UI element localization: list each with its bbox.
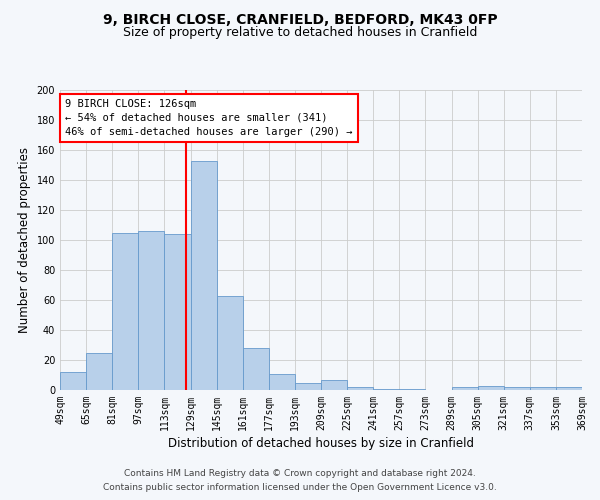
Bar [217, 296, 242, 390]
Bar [452, 387, 478, 390]
Bar [295, 382, 321, 390]
Bar [86, 352, 112, 390]
Bar [504, 387, 530, 390]
Text: Contains HM Land Registry data © Crown copyright and database right 2024.: Contains HM Land Registry data © Crown c… [124, 468, 476, 477]
Bar [321, 380, 347, 390]
Bar [269, 374, 295, 390]
X-axis label: Distribution of detached houses by size in Cranfield: Distribution of detached houses by size … [168, 437, 474, 450]
Bar [373, 388, 400, 390]
Bar [164, 234, 191, 390]
Bar [191, 160, 217, 390]
Bar [139, 231, 164, 390]
Text: 9, BIRCH CLOSE, CRANFIELD, BEDFORD, MK43 0FP: 9, BIRCH CLOSE, CRANFIELD, BEDFORD, MK43… [103, 12, 497, 26]
Bar [478, 386, 504, 390]
Bar [556, 387, 582, 390]
Bar [347, 387, 373, 390]
Bar [530, 387, 556, 390]
Bar [60, 372, 86, 390]
Bar [112, 232, 138, 390]
Text: Contains public sector information licensed under the Open Government Licence v3: Contains public sector information licen… [103, 484, 497, 492]
Bar [400, 388, 425, 390]
Text: 9 BIRCH CLOSE: 126sqm
← 54% of detached houses are smaller (341)
46% of semi-det: 9 BIRCH CLOSE: 126sqm ← 54% of detached … [65, 99, 353, 137]
Bar [243, 348, 269, 390]
Text: Size of property relative to detached houses in Cranfield: Size of property relative to detached ho… [123, 26, 477, 39]
Y-axis label: Number of detached properties: Number of detached properties [18, 147, 31, 333]
